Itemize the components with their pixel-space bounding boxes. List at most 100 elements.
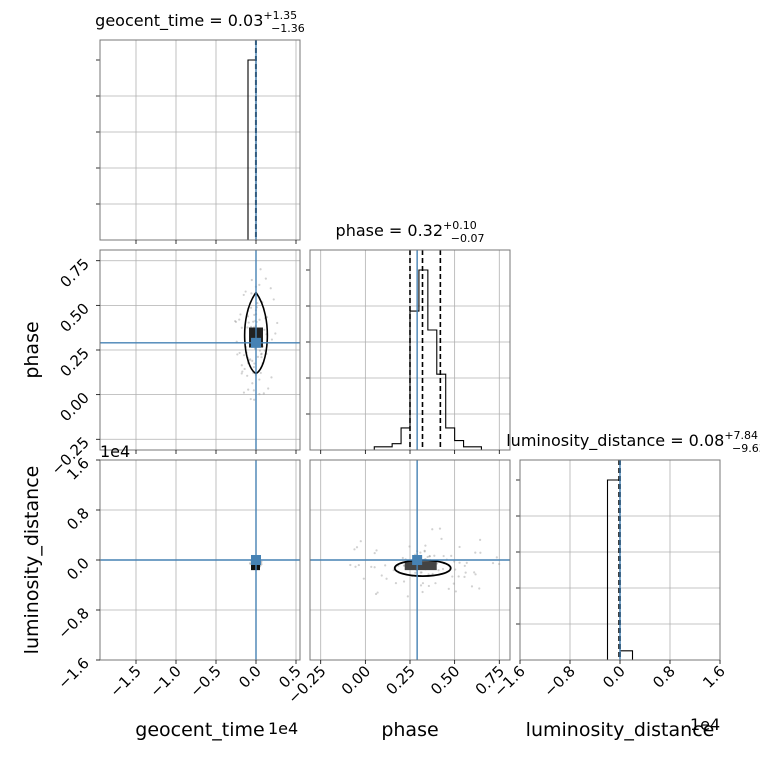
sample-point [454,590,457,593]
x-tick-label: 0.0 [235,662,265,692]
sample-point [479,538,482,541]
sample-point [240,326,243,329]
y-axis-label-phase: phase [21,321,43,378]
x-tick-label: 0.50 [427,662,463,698]
sample-point [259,268,262,271]
sample-point [259,371,262,375]
x-tick-label: −1.0 [146,662,184,700]
sample-point [357,563,360,567]
x-tick-label: 1.6 [699,662,729,692]
x-axis-label-phase: phase [381,719,438,741]
sample-point [242,293,245,297]
sample-point [394,582,398,585]
sample-point [373,552,376,555]
truth-marker [412,555,423,565]
sample-point [248,562,252,565]
y-tick-label: 0.50 [56,299,92,335]
sample-point [246,315,250,318]
sample-point [247,388,250,391]
sample-point [246,374,249,377]
sample-point [276,321,279,325]
truth-marker [251,337,261,348]
sample-point [428,555,431,558]
sample-point [241,370,244,373]
sample-point [240,364,243,367]
sample-point [264,277,267,280]
sample-point [465,561,468,564]
sample-point [474,573,477,576]
sample-point [269,287,272,290]
sample-point [401,556,404,560]
sample-point [260,353,263,356]
panel-phase-hist: phase = 0.32+0.10 −0.07 [306,219,511,454]
y-tick-label: 0.25 [56,344,92,380]
sample-point [423,550,426,553]
sample-point [262,392,265,395]
title-phase: phase = 0.32+0.10 −0.07 [336,219,485,245]
sample-point [234,320,238,324]
y-tick-label: 0.75 [56,255,92,291]
sample-point [473,571,476,574]
sample-point [258,283,261,286]
sample-point [256,301,259,305]
title-label: luminosity_distance = 0.08 [506,431,724,451]
sample-point [491,561,495,565]
sample-point [249,306,253,309]
panel-geocent_time-vs-luminosity_distance: −1.6−0.80.00.81.6−1.5 −1.0 −0.5 0.0 0.5 [54,454,304,700]
sample-point [242,391,246,394]
y-offset-text-luminosity_distance: 1e4 [100,442,130,461]
x-tick-label: 0.0 [599,662,629,692]
sample-point [433,554,436,557]
sample-point [258,378,261,381]
panel-geocent_time-hist: geocent_time = 0.03+1.35 −1.36 [95,9,305,244]
sample-point [258,349,262,352]
panel-phase-vs-luminosity_distance: −0.25 0.00 0.25 0.50 0.75 [284,459,511,707]
histogram-phase [311,269,500,450]
sample-point [252,365,255,369]
sample-point [250,292,253,295]
sample-point [355,546,359,549]
y-axis-label-luminosity_distance: luminosity_distance [21,466,43,655]
sample-point [240,372,243,375]
title-geocent_time: geocent_time = 0.03+1.35 −1.36 [95,9,305,35]
sample-point [495,556,498,559]
sample-point [253,362,256,365]
sample-point [426,555,429,559]
sample-point [247,321,250,324]
title-minus: −9.63 [732,442,760,455]
sample-point [373,566,376,569]
y-tick-label: 0.00 [56,389,92,425]
sample-point [354,565,357,568]
title-plus: +0.10 [443,219,477,232]
sample-point [370,565,373,568]
sample-point [437,569,440,572]
sample-point [431,528,434,531]
title-plus: +1.35 [263,9,297,22]
sample-point [498,562,501,566]
sample-point [453,560,456,563]
title-luminosity_distance: luminosity_distance = 0.08+7.84−9.63 [506,429,760,455]
sample-point [474,551,477,554]
sample-point [458,545,461,549]
sample-point [238,351,241,355]
sample-point [451,575,454,578]
sample-point [431,572,434,576]
sample-point [452,582,455,585]
sample-point [242,354,246,357]
sample-point [427,584,430,588]
sample-point [239,313,242,316]
title-plus: +7.84 [724,429,758,442]
title-minus: −1.36 [271,22,305,35]
title-label: geocent_time = 0.03 [95,11,263,31]
sample-point [270,376,273,379]
sample-point [375,549,378,552]
density [349,527,501,598]
sample-point [450,554,453,557]
sample-point [260,356,263,359]
density-core [404,561,437,571]
sample-point [440,537,443,541]
y-tick-label: 0.8 [63,504,93,534]
panel-geocent_time-vs-phase: −0.250.000.250.500.75 [48,249,301,479]
y-tick-label: −0.8 [54,604,92,642]
x-tick-label: −0.5 [186,662,224,700]
